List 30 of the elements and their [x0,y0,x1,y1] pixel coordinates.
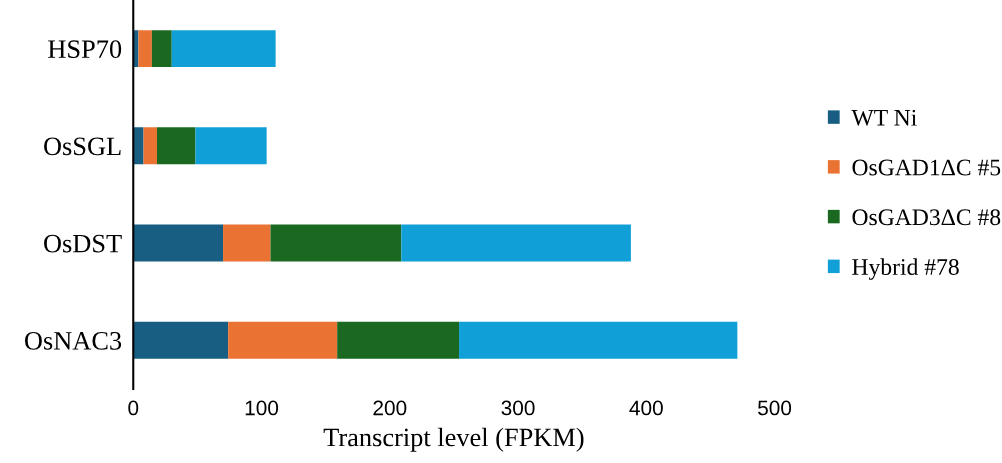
bar [195,127,267,165]
bar [459,321,738,359]
x-tick-label: 200 [373,400,407,416]
bar [401,224,631,262]
bar [156,127,196,165]
bar [133,224,224,262]
legend-label: Hybrid #78 [852,258,959,280]
x-tick-label: 0 [128,400,139,416]
bar [133,321,229,359]
bar [337,321,460,359]
y-tick-label: OsNAC3 [25,331,122,350]
x-tick-label: 500 [758,400,792,416]
bar [228,321,338,359]
legend-label: OsGAD3ΔC #8 [852,209,1001,226]
x-tick-label: 100 [245,400,279,416]
x-axis-title: Transcript level (FPKM) [323,427,584,452]
legend-label: OsGAD1ΔC #5 [852,159,1001,176]
bar [151,30,172,68]
y-tick-label: OsSGL [44,137,121,156]
bar [133,127,144,165]
bar [171,30,276,68]
bar [223,224,271,262]
x-tick-label: 300 [501,400,535,416]
y-tick-label: OsDST [44,234,122,253]
bar [143,127,157,165]
bar [138,30,152,68]
x-tick-label: 400 [629,400,663,416]
bar [270,224,402,262]
y-tick-label: HSP70 [48,40,122,59]
legend-label: WT Ni [851,109,917,126]
